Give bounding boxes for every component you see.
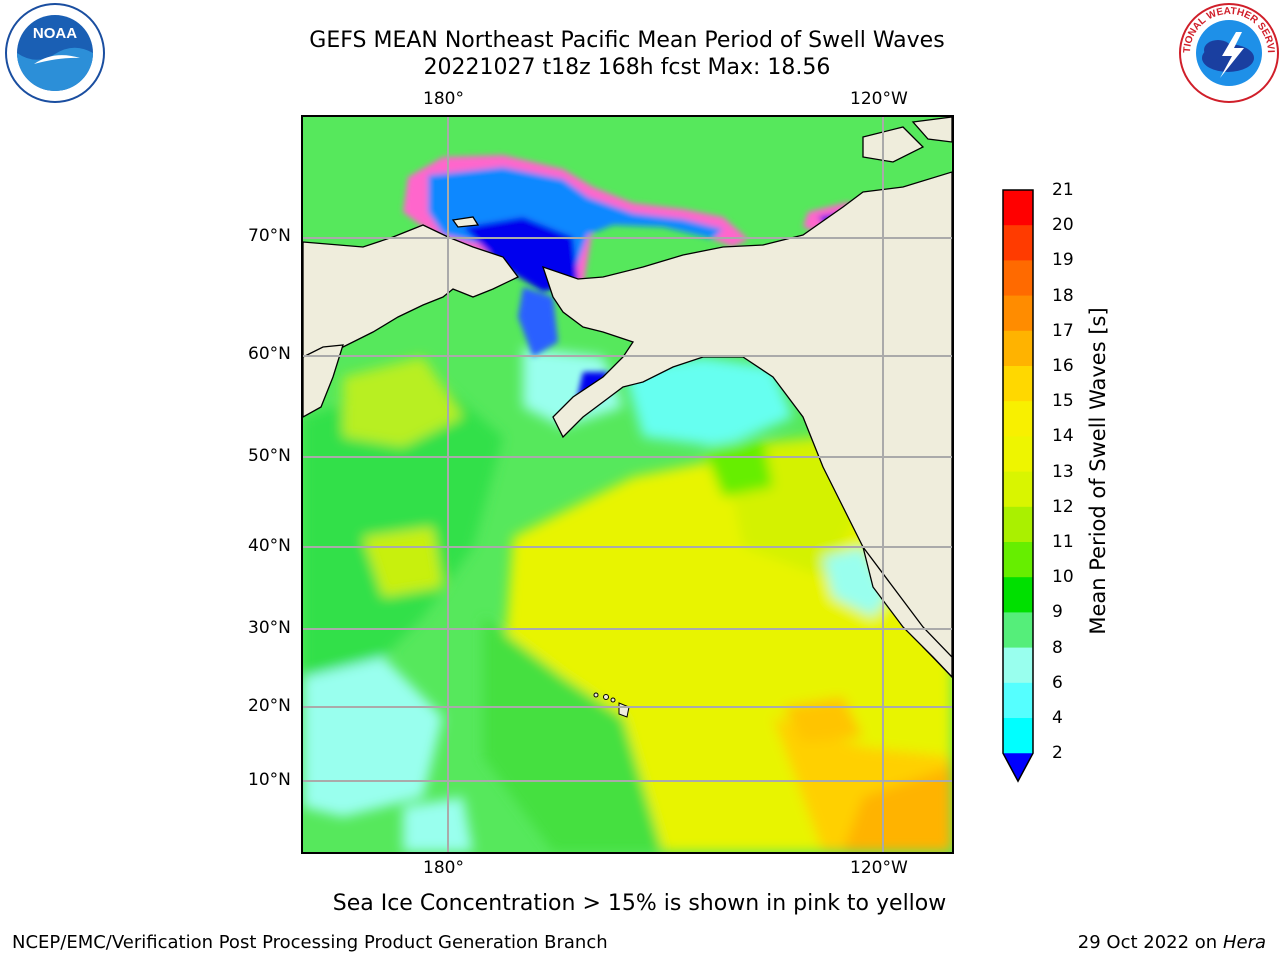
map-panel — [301, 115, 954, 854]
lat-label-60n: 60°N — [248, 344, 291, 364]
colorbar-band — [1003, 330, 1033, 367]
colorbar-band — [1003, 506, 1033, 543]
colorbar-tick-label: 4 — [1052, 708, 1063, 728]
nws-logo: NATIONAL WEATHER SERVICE — [1174, 0, 1280, 104]
lon-label-top-120w: 120°W — [850, 89, 908, 109]
footer-branch: NCEP/EMC/Verification Post Processing Pr… — [12, 932, 608, 953]
ocean-sw-cyan — [303, 657, 443, 817]
colorbar — [1002, 188, 1036, 788]
ocean-patch-orange — [783, 697, 863, 742]
colorbar-tick-label: 12 — [1052, 496, 1074, 517]
ocean-bering-cyan — [523, 347, 623, 427]
land-baja — [862, 546, 952, 678]
lat-label-20n: 20°N — [248, 696, 291, 716]
lon-label-top-180: 180° — [423, 89, 464, 109]
colorbar-tick-label: 8 — [1052, 637, 1063, 658]
swell-period-map — [303, 117, 952, 852]
colorbar-band — [1003, 542, 1033, 578]
colorbar-tick-label: 2 — [1052, 743, 1063, 764]
colorbar-band — [1003, 225, 1033, 261]
colorbar-band — [1003, 190, 1033, 226]
lat-label-50n: 50°N — [248, 446, 291, 466]
colorbar-band — [1003, 260, 1033, 297]
colorbar-band — [1003, 577, 1033, 613]
colorbar-swatches — [1002, 189, 1034, 783]
footer-date-text: 29 Oct 2022 on — [1077, 932, 1218, 953]
colorbar-band — [1003, 295, 1033, 332]
colorbar-tick-label: 19 — [1052, 250, 1074, 271]
lat-label-70n: 70°N — [248, 226, 291, 246]
land-arctic-island-2 — [911, 117, 952, 143]
colorbar-band — [1003, 647, 1033, 684]
colorbar-band — [1003, 366, 1033, 402]
lon-label-bottom-180: 180° — [423, 858, 464, 878]
colorbar-tick-label: 16 — [1052, 356, 1074, 376]
colorbar-band — [1003, 471, 1033, 508]
colorbar-tick-label: 13 — [1052, 461, 1074, 482]
ocean-bering-blue — [518, 287, 558, 357]
colorbar-tick-label: 18 — [1052, 285, 1074, 306]
land-masses — [303, 117, 952, 678]
colorbar-tick-label: 11 — [1052, 532, 1074, 552]
ocean-central-green — [483, 617, 663, 852]
colorbar-tick-label: 14 — [1052, 426, 1074, 447]
footer-date: 29 Oct 2022 on Hera — [1078, 932, 1266, 954]
ocean-s-cyan — [403, 797, 473, 852]
colorbar-tick-label: 21 — [1052, 180, 1074, 200]
land-wrangel-island — [451, 216, 480, 228]
land-kamchatka — [303, 344, 344, 418]
colorbar-tick-label: 6 — [1052, 672, 1063, 693]
svg-text:NOAA: NOAA — [33, 25, 77, 42]
land-arctic-island-1 — [862, 126, 925, 163]
colorbar-label: Mean Period of Swell Waves [s] — [1086, 307, 1110, 635]
chart-title: GEFS MEAN Northeast Pacific Mean Period … — [309, 28, 945, 53]
land-siberia — [303, 224, 519, 358]
lon-label-bottom-120w: 120°W — [850, 858, 908, 878]
ocean-patch-yellow-1 — [343, 357, 463, 447]
colorbar-band — [1003, 436, 1033, 473]
footer-machine: Hera — [1222, 932, 1266, 953]
ocean-field-orange — [843, 767, 952, 852]
noaa-logo: NOAA — [4, 2, 106, 104]
colorbar-tick-label: 10 — [1052, 567, 1074, 588]
colorbar-band — [1003, 612, 1033, 649]
lat-label-40n: 40°N — [248, 536, 291, 556]
colorbar-tick-label: 9 — [1052, 602, 1063, 623]
graticule — [303, 117, 952, 852]
land-alaska-canada — [541, 171, 952, 678]
ocean-ne-green — [703, 437, 773, 497]
lat-label-30n: 30°N — [248, 618, 291, 638]
sea-ice-note: Sea Ice Concentration > 15% is shown in … — [332, 891, 947, 916]
colorbar-tick-label: 20 — [1052, 215, 1074, 236]
colorbar-tick-label: 17 — [1052, 320, 1074, 341]
lat-label-10n: 10°N — [248, 770, 291, 790]
chart-subtitle: 20221027 t18z 168h fcst Max: 18.56 — [423, 55, 831, 80]
colorbar-tick-label: 15 — [1052, 391, 1074, 412]
ocean-gulf-cyan — [623, 357, 793, 447]
colorbar-band — [1003, 718, 1033, 754]
ocean-patch-yellow-2 — [363, 527, 443, 597]
colorbar-band — [1003, 682, 1033, 719]
colorbar-under-triangle — [1003, 753, 1033, 782]
colorbar-band — [1003, 401, 1033, 437]
